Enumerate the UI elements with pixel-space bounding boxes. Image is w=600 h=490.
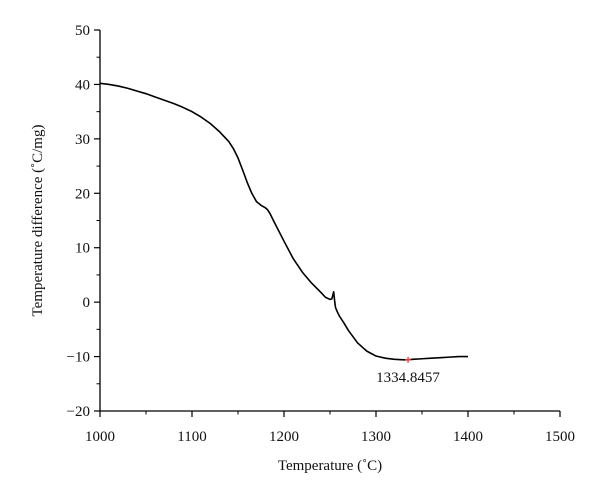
y-tick-label: 30 [75,132,90,148]
y-tick-label: 20 [75,186,90,202]
x-tick-label: 1500 [545,429,575,445]
y-tick-label: −10 [67,350,90,366]
x-tick-label: 1200 [269,429,299,445]
x-tick-label: 1400 [453,429,483,445]
y-tick-label: 10 [75,241,90,257]
plot-area: −20 −10 0 10 20 30 40 50 1000 1100 1200 1300 1400 15… [67,23,575,445]
y-tick-label: 40 [75,77,90,93]
x-axis-title: Temperature (˚C) [278,458,382,474]
y-tick-label: 50 [75,23,90,39]
x-axis-ticks: 1000 1100 1200 1300 1400 1500 [85,411,575,445]
y-axis-ticks: −20 −10 0 10 20 30 40 50 [67,23,100,420]
y-tick-label: 0 [83,295,91,311]
x-tick-label: 1300 [361,429,391,445]
minimum-marker: 1334.8457 [376,356,440,386]
y-axis-title: Temperature difference (˚C/mg) [30,125,46,317]
x-tick-label: 1100 [177,429,206,445]
x-tick-label: 1000 [85,429,115,445]
marker-label: 1334.8457 [376,370,440,386]
series-line [99,82,468,361]
y-tick-label: −20 [67,404,90,420]
